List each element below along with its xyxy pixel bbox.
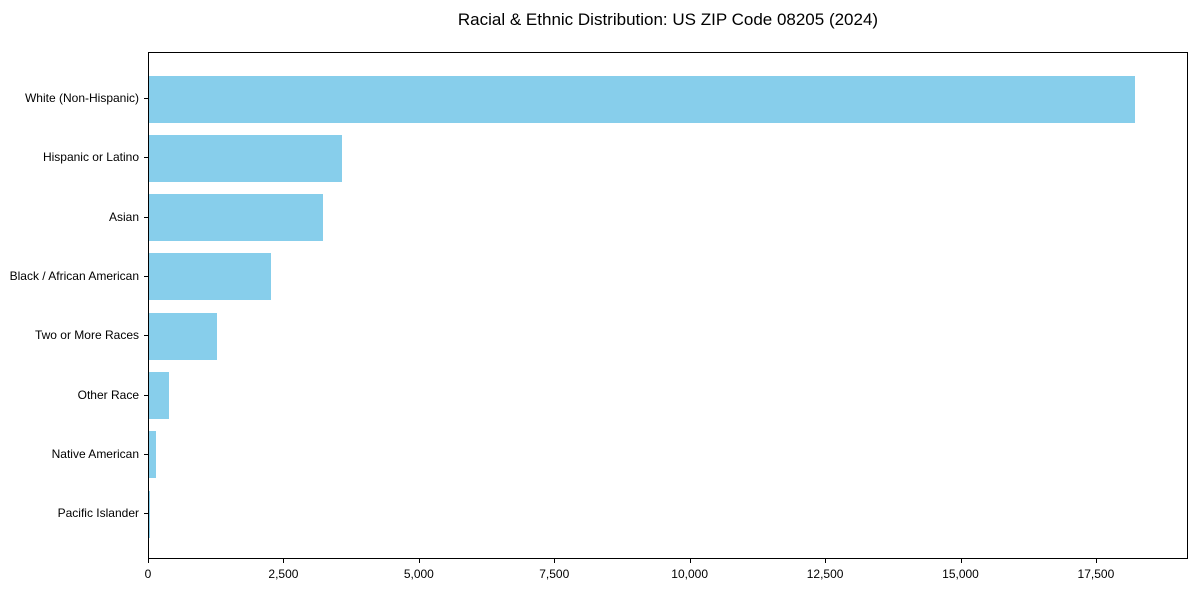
x-axis-tick (689, 559, 691, 563)
x-axis-label: 2,500 (268, 567, 299, 581)
y-axis-label: Native American (51, 446, 139, 461)
x-axis-tick (825, 559, 827, 563)
x-axis-tick (418, 559, 420, 563)
x-axis-label: 10,000 (671, 567, 709, 581)
bar (149, 372, 169, 419)
plot-area (148, 52, 1188, 559)
x-axis-label: 17,500 (1077, 567, 1115, 581)
bar (149, 431, 156, 479)
y-axis-tick (144, 513, 148, 515)
y-axis-tick (144, 453, 148, 455)
y-axis-label: Pacific Islander (57, 506, 139, 521)
x-axis-label: 12,500 (806, 567, 844, 581)
bar (149, 75, 1135, 123)
bar (149, 194, 323, 242)
bar (149, 312, 217, 360)
x-axis-tick (960, 559, 962, 563)
y-axis-label: Black / African American (9, 268, 139, 283)
x-axis-tick (283, 559, 285, 563)
y-axis-tick (144, 275, 148, 277)
bar (149, 490, 150, 538)
y-axis-label: Hispanic or Latino (42, 150, 139, 165)
y-axis-tick (144, 98, 148, 99)
y-axis-tick (144, 216, 148, 218)
x-axis-tick (1095, 559, 1097, 563)
x-axis-label: 7,500 (539, 567, 570, 581)
x-axis-tick (554, 559, 556, 563)
y-axis-tick (144, 157, 148, 159)
y-axis-label: White (Non-Hispanic) (24, 91, 139, 105)
bar (149, 253, 271, 301)
x-axis-label: 15,000 (942, 567, 979, 581)
x-axis-tick (148, 559, 149, 563)
y-axis-tick (144, 335, 148, 337)
y-axis-label: Two or More Races (34, 328, 139, 343)
y-axis-label: Asian (108, 209, 139, 224)
x-axis-label: 0 (144, 567, 152, 581)
x-axis-label: 5,000 (403, 567, 434, 581)
chart-title: Racial & Ethnic Distribution: US ZIP Cod… (457, 10, 879, 29)
y-axis-tick (144, 394, 148, 396)
y-axis-label: Other Race (77, 387, 139, 402)
bar (149, 134, 343, 182)
